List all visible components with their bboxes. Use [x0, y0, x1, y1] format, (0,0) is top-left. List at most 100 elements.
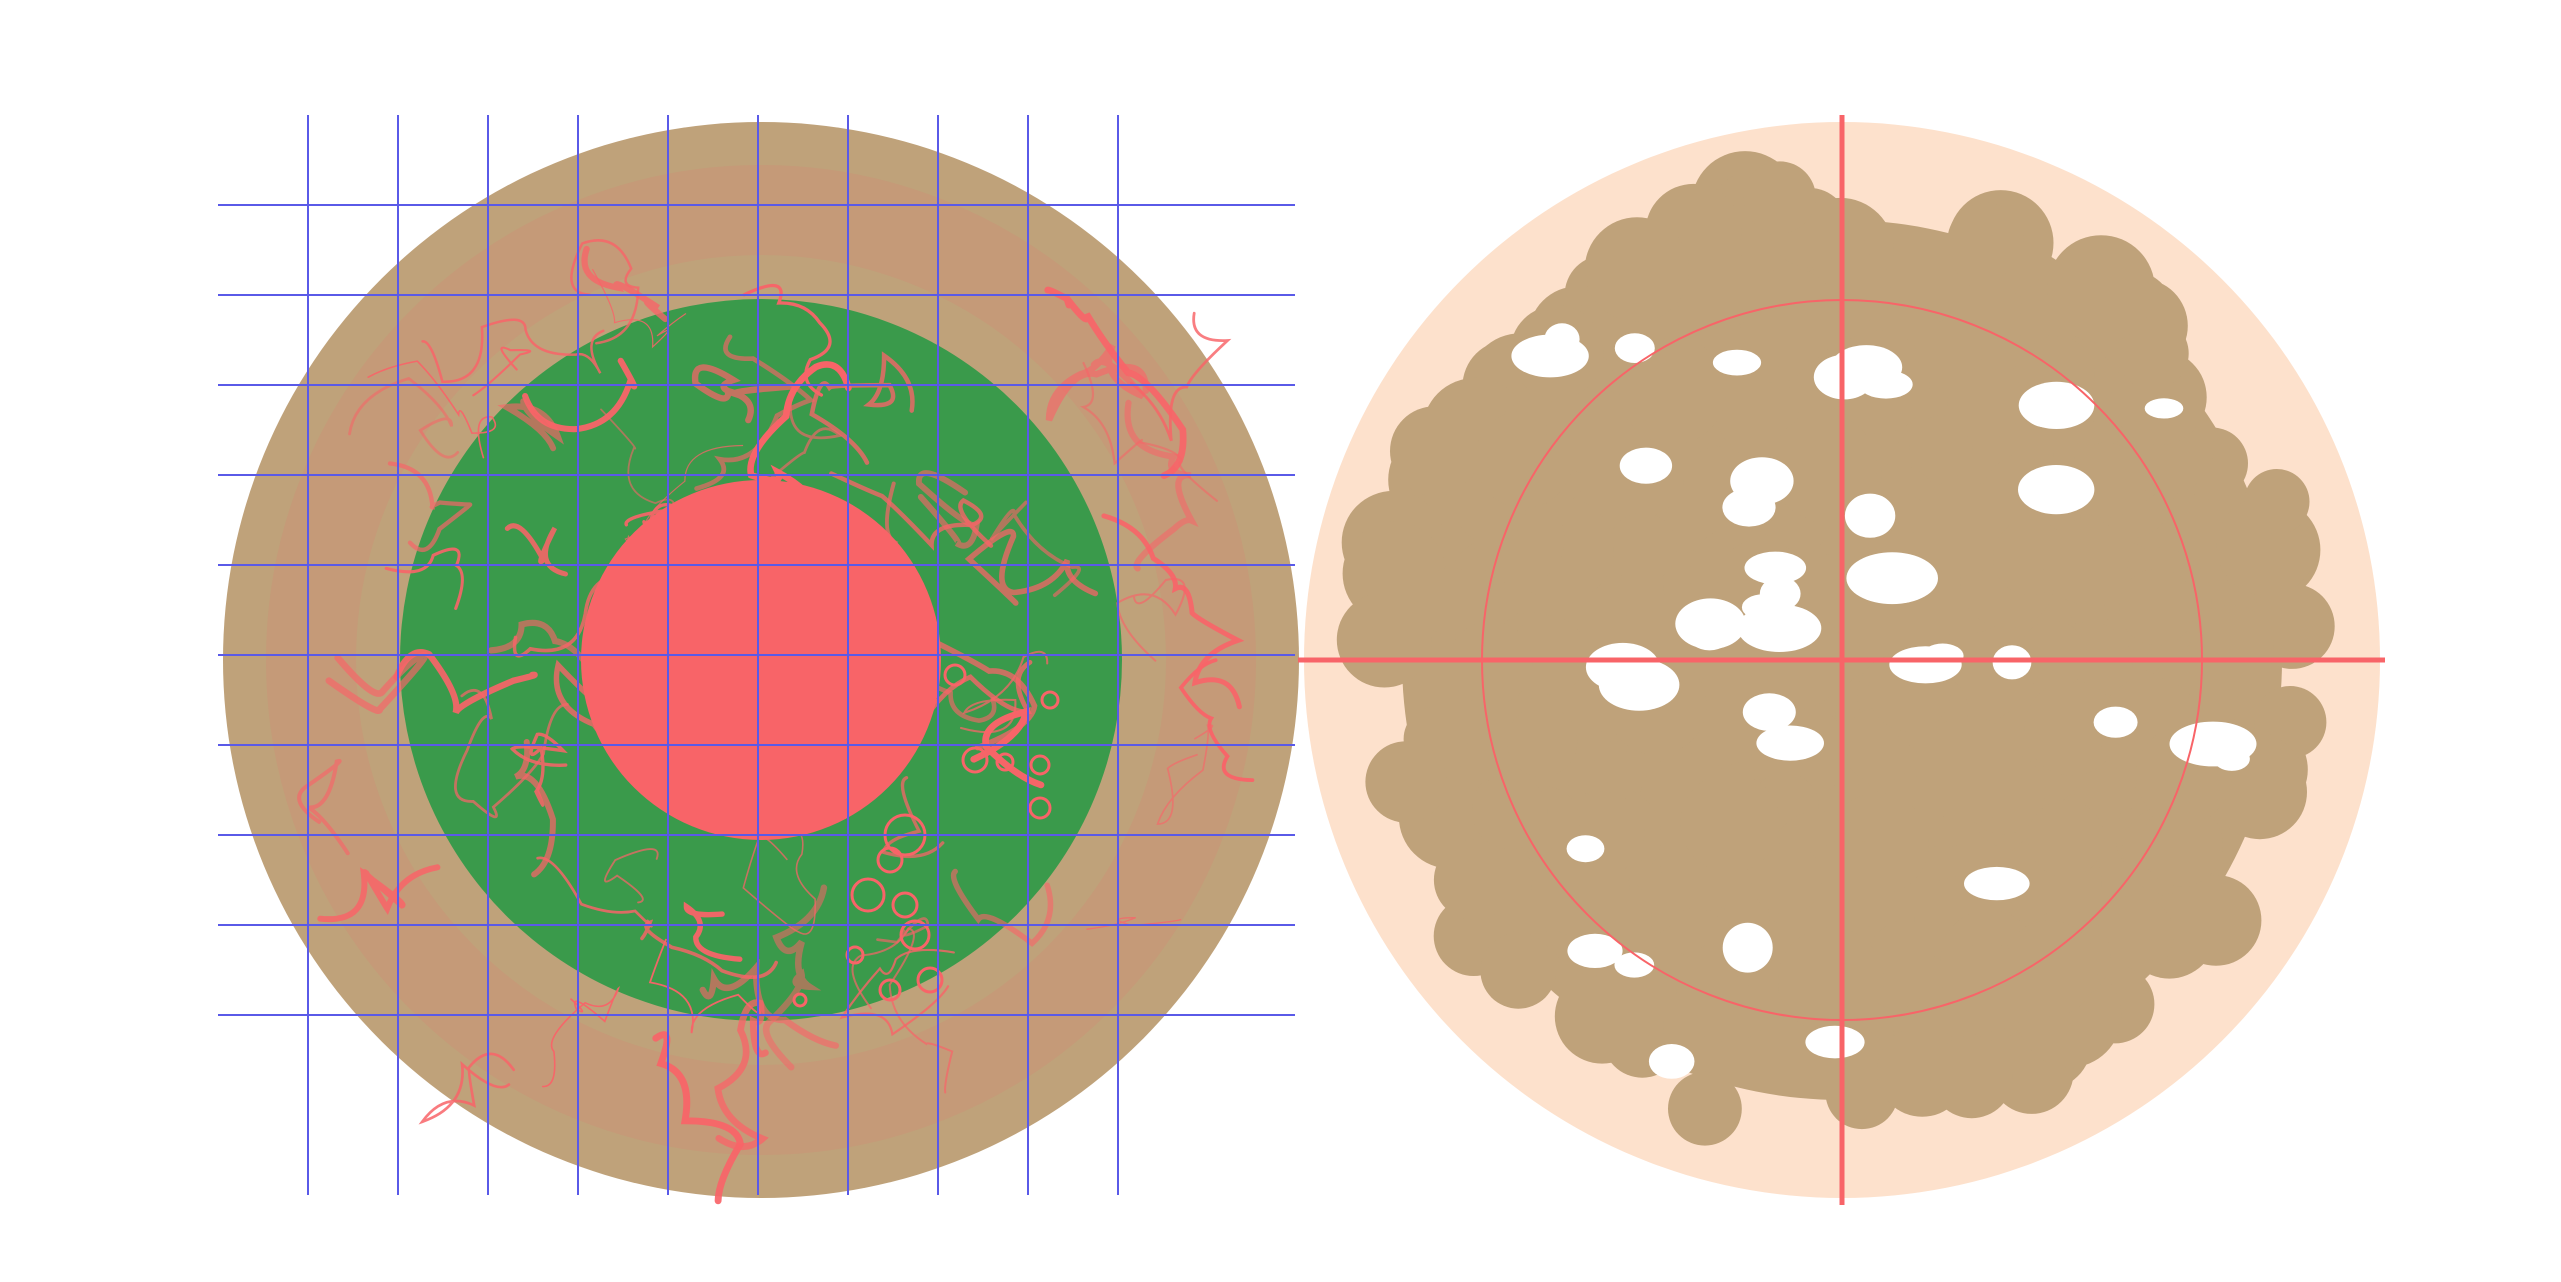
vein-line: [504, 523, 568, 577]
bubble-ring: [995, 752, 1015, 772]
vein-line: [317, 864, 441, 923]
tan-blob: [1480, 932, 1557, 1009]
tan-blob: [1750, 842, 1823, 915]
tan-blob: [2027, 800, 2105, 877]
tan-blob: [1802, 839, 1895, 932]
vein-line: [1101, 513, 1245, 710]
bubble-ring: [891, 891, 919, 919]
vein-line: [950, 868, 1054, 947]
vein-line: [1080, 361, 1218, 502]
vein-line: [742, 283, 832, 397]
bubble-ring: [876, 846, 904, 874]
tan-blob: [1777, 927, 1884, 1034]
tan-blob: [2170, 875, 2262, 966]
vein-line: [497, 398, 565, 452]
vein-line: [652, 1031, 744, 1205]
tan-blob: [1448, 621, 1533, 706]
tan-blob: [1694, 253, 1767, 326]
vein-line: [348, 376, 460, 459]
vein-line: [421, 318, 605, 383]
vein-line: [393, 649, 538, 715]
vein-line: [1130, 311, 1232, 442]
bubble-ring: [1029, 754, 1051, 776]
gap-hole: [1648, 1044, 1695, 1079]
vein-line: [1044, 286, 1187, 479]
vein-line: [694, 334, 816, 491]
vein-line: [600, 408, 676, 531]
tan-blob: [1947, 367, 2020, 441]
gap-hole: [2018, 465, 2095, 515]
vein-line: [851, 927, 954, 1094]
right-figure: [1298, 115, 2385, 1205]
tan-blob: [1914, 320, 1983, 388]
tan-blob: [1668, 1071, 1742, 1146]
tan-blob: [1472, 774, 1548, 850]
vein-line: [881, 776, 945, 859]
gap-hole: [2093, 706, 2138, 738]
gap-hole: [1566, 835, 1605, 863]
vein-line: [592, 269, 687, 349]
vein-line: [570, 239, 640, 345]
tan-blob: [1546, 385, 1635, 474]
gap-hole: [1712, 349, 1762, 376]
vein-line: [714, 999, 769, 1150]
tan-blob: [2189, 605, 2274, 690]
gap-hole: [1964, 866, 2030, 901]
tan-blob: [1607, 512, 1678, 583]
vein-line: [454, 689, 569, 819]
vein-line: [1116, 578, 1186, 662]
vein-line: [1178, 658, 1255, 782]
vein-line: [691, 364, 796, 424]
tan-blob: [1930, 1035, 2013, 1119]
tan-blob: [1390, 406, 1480, 496]
tan-blob: [1947, 202, 2024, 280]
tan-blob: [2244, 469, 2310, 535]
bubble-ring: [899, 919, 931, 951]
tan-blob: [2095, 895, 2174, 975]
gap-hole: [1846, 552, 1938, 605]
bubble-ring: [1040, 690, 1060, 710]
vein-line: [1156, 724, 1214, 825]
gap-hole: [2213, 746, 2250, 771]
bubble-ring: [878, 978, 902, 1002]
gap-hole: [1756, 725, 1824, 761]
gap-hole: [1805, 1025, 1865, 1059]
bubble-ring: [943, 663, 967, 687]
tan-blob: [1554, 969, 1650, 1064]
bubble-ring: [850, 877, 886, 913]
tan-blob: [1769, 413, 1877, 521]
tan-blob: [2042, 518, 2129, 605]
tan-blob: [1336, 592, 1432, 688]
bubble-ring: [1028, 796, 1052, 820]
tan-blob: [1506, 706, 1578, 777]
left-figure: [218, 115, 1299, 1205]
tan-blob: [2116, 317, 2189, 390]
gap-hole: [1544, 323, 1580, 355]
gap-hole: [1889, 646, 1962, 684]
vein-line: [541, 986, 621, 1088]
tan-blob: [1915, 716, 2023, 824]
tan-blob: [2018, 620, 2088, 690]
gap-hole: [1741, 594, 1785, 621]
vein-line: [829, 471, 994, 551]
vein-line: [387, 461, 473, 553]
vein-line: [472, 346, 532, 397]
gap-hole: [1844, 493, 1896, 538]
tan-blob: [1417, 567, 1485, 636]
bubble-ring: [792, 992, 808, 1008]
center-coral-disc: [581, 480, 941, 840]
gap-hole: [1567, 933, 1623, 969]
gap-hole: [1742, 693, 1796, 731]
tan-blob: [1531, 838, 1630, 937]
tan-blob: [2024, 680, 2120, 776]
tan-blob: [1365, 741, 1447, 823]
vein-line: [384, 547, 464, 610]
vein-line: [762, 884, 828, 1071]
gap-hole: [1614, 333, 1655, 363]
vein-line: [839, 948, 955, 1037]
vein-line: [876, 917, 930, 944]
vein-line: [1124, 399, 1199, 572]
vein-line: [509, 732, 568, 807]
vein-line: [990, 500, 1081, 598]
